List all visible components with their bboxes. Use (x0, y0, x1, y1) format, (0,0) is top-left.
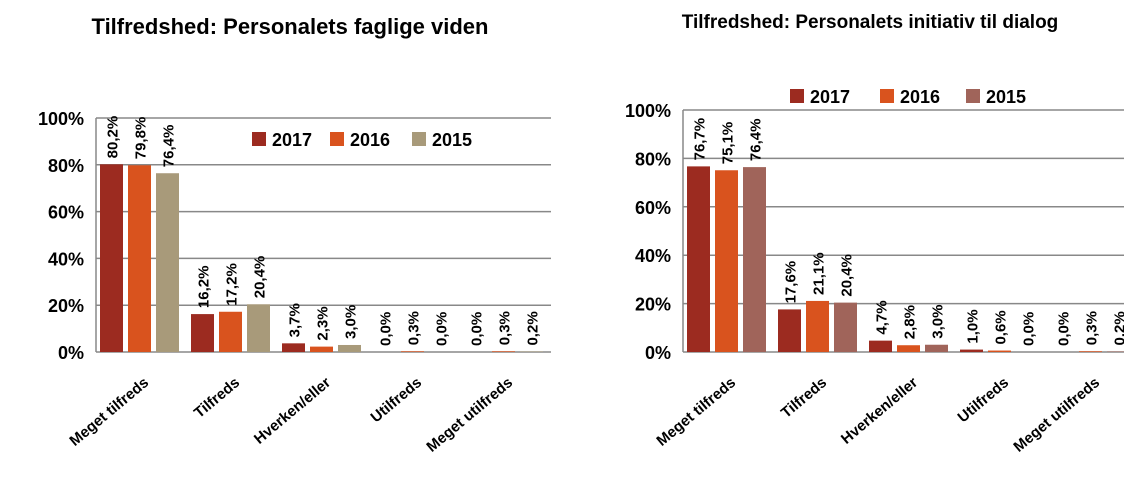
bar (897, 345, 920, 352)
data-label: 0,3% (406, 311, 423, 345)
x-tick-label: Meget tilfreds (66, 374, 152, 450)
chart-title: Tilfredshed: Personalets initiativ til d… (681, 12, 1059, 33)
legend-swatch (252, 132, 266, 146)
y-tick-label: 60% (635, 198, 671, 218)
legend-label: 2016 (900, 87, 940, 107)
data-label: 16,2% (196, 266, 213, 309)
bar (687, 166, 710, 352)
data-label: 4,7% (874, 300, 891, 334)
y-tick-label: 80% (635, 149, 671, 169)
data-label: 3,7% (287, 303, 304, 337)
legend-swatch (412, 132, 426, 146)
y-tick-label: 80% (48, 156, 84, 176)
legend-swatch (790, 89, 804, 103)
chart-title: Tilfredshed: Personalets faglige viden (91, 14, 489, 39)
data-label: 17,6% (783, 261, 800, 304)
data-label: 0,3% (497, 311, 514, 345)
data-label: 2,8% (902, 305, 919, 339)
data-label: 17,2% (224, 263, 241, 306)
data-label: 0,6% (993, 310, 1010, 344)
data-label: 0,0% (1021, 312, 1038, 346)
y-tick-label: 100% (38, 109, 84, 129)
x-tick-label: Meget tilfreds (653, 374, 739, 450)
x-tick-label: Utilfreds (368, 374, 426, 426)
y-tick-label: 20% (48, 296, 84, 316)
x-tick-label: Utilfreds (955, 374, 1013, 426)
x-tick-label: Tilfreds (191, 374, 243, 422)
bar (834, 302, 857, 352)
bar (219, 311, 242, 352)
y-tick-label: 100% (625, 101, 671, 121)
data-label: 3,0% (930, 305, 947, 339)
bar (401, 351, 424, 352)
legend-swatch (880, 89, 894, 103)
data-label: 1,0% (965, 309, 982, 343)
bar (128, 165, 151, 352)
data-label: 0,2% (525, 311, 542, 345)
bar (988, 350, 1011, 352)
legend-swatch (330, 132, 344, 146)
data-label: 2,3% (315, 306, 332, 340)
bar (869, 340, 892, 352)
y-tick-label: 60% (48, 203, 84, 223)
bar (715, 170, 738, 352)
bar (960, 349, 983, 352)
data-label: 3,0% (343, 305, 360, 339)
bar (156, 173, 179, 352)
bar (743, 167, 766, 352)
bar (925, 344, 948, 352)
bar (1079, 351, 1102, 352)
x-tick-label: Meget utilfreds (1010, 374, 1103, 456)
data-label: 76,4% (161, 125, 178, 168)
data-label: 0,3% (1084, 311, 1101, 345)
data-label: 21,1% (811, 252, 828, 295)
x-tick-label: Hverken/eller (251, 374, 334, 448)
data-label: 76,7% (692, 118, 709, 161)
y-tick-label: 0% (58, 343, 84, 363)
legend-label: 2015 (986, 87, 1026, 107)
legend-label: 2015 (432, 130, 472, 150)
data-label: 20,4% (252, 256, 269, 299)
legend-label: 2017 (810, 87, 850, 107)
data-label: 75,1% (720, 122, 737, 165)
bar (338, 344, 361, 352)
data-label: 80,2% (105, 116, 122, 159)
y-tick-label: 20% (635, 295, 671, 315)
x-tick-label: Tilfreds (778, 374, 830, 422)
legend-label: 2017 (272, 130, 312, 150)
x-tick-label: Meget utilfreds (423, 374, 516, 456)
legend-swatch (966, 89, 980, 103)
bar (282, 343, 305, 352)
data-label: 0,0% (469, 312, 486, 346)
legend-label: 2016 (350, 130, 390, 150)
bar (310, 346, 333, 352)
data-label: 79,8% (133, 117, 150, 160)
bar (778, 309, 801, 352)
x-tick-label: Hverken/eller (838, 374, 921, 448)
bar (100, 164, 123, 352)
bar (806, 300, 829, 352)
data-label: 76,4% (748, 119, 765, 162)
data-label: 0,0% (1056, 312, 1073, 346)
bar (492, 351, 515, 352)
data-label: 0,0% (378, 312, 395, 346)
bar (191, 314, 214, 352)
data-label: 0,0% (434, 312, 451, 346)
data-label: 20,4% (839, 254, 856, 297)
y-tick-label: 0% (645, 343, 671, 363)
bar (247, 304, 270, 352)
y-tick-label: 40% (48, 249, 84, 269)
data-label: 0,2% (1112, 311, 1124, 345)
y-tick-label: 40% (635, 246, 671, 266)
